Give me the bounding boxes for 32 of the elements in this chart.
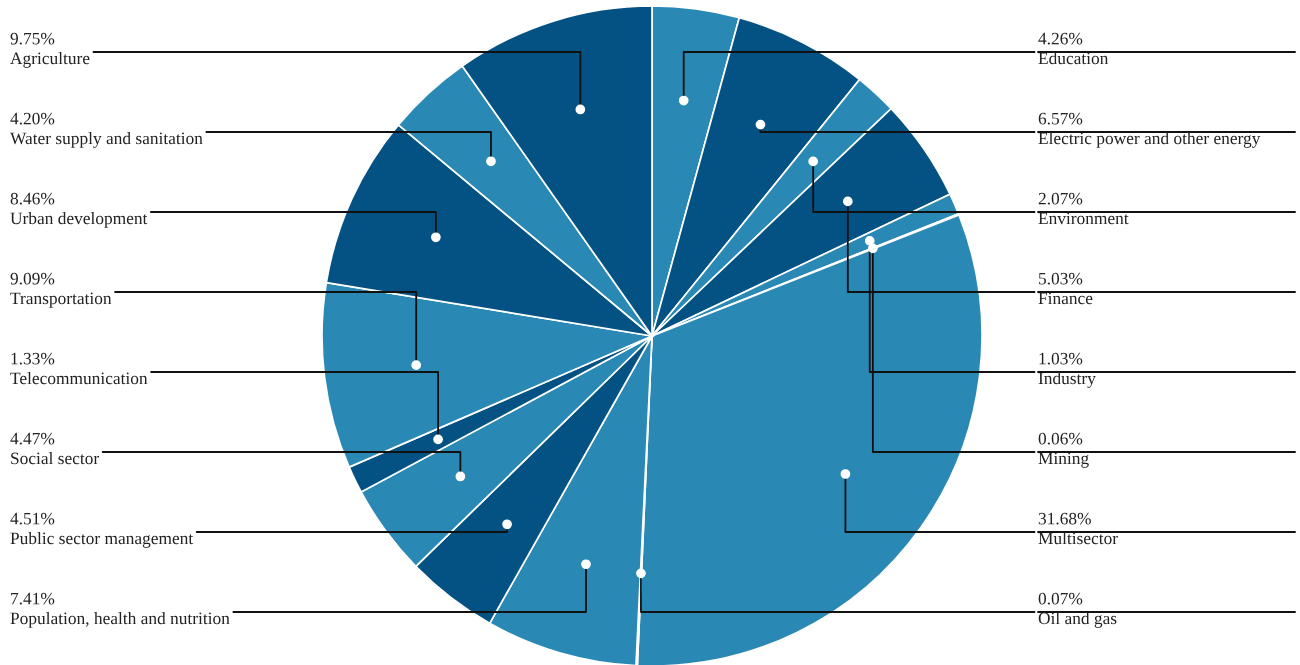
data-label: 9.09% [10, 272, 55, 285]
slice-label: Public sector management [10, 532, 194, 548]
data-label: 1.33% [11, 352, 55, 365]
data-label: 4.47% [10, 432, 55, 445]
slice-label: Industry [1038, 372, 1096, 388]
data-label: 0.07% [1038, 592, 1083, 605]
data-label: 4.26% [1038, 32, 1083, 45]
slice-label: Agriculture [10, 52, 90, 68]
slice-label: Transportation [10, 292, 112, 308]
slice-label: Social sector [11, 452, 100, 465]
data-label: 7.41% [11, 592, 55, 605]
data-label: 4.51% [10, 512, 55, 525]
data-label: 8.46% [10, 192, 55, 205]
slice-label: Telecommunication [10, 372, 148, 385]
slice-label: Multisector [1038, 532, 1118, 545]
data-label: 2.07% [1038, 192, 1083, 205]
slice-label: Mining [1038, 452, 1089, 468]
slice-label: Environment [1038, 212, 1129, 225]
data-label: 4.20% [10, 112, 55, 125]
data-label: 31.68% [1038, 512, 1091, 525]
slice-label: Urban development [10, 212, 148, 228]
data-label: 9.75% [10, 32, 55, 45]
slice-label: Population, health and nutrition [10, 612, 230, 628]
data-label: 5.03% [1039, 272, 1083, 285]
slice-label: Finance [1038, 292, 1093, 305]
slice-label: Electric power and other energy [1038, 132, 1261, 148]
data-label: 6.57% [1038, 112, 1083, 125]
data-label: 0.06% [1038, 432, 1083, 445]
data-label: 1.03% [1039, 352, 1083, 365]
slice-label: Oil and gas [1038, 612, 1117, 628]
slice-label: Water supply and sanitation [10, 132, 203, 148]
slice-label: Education [1038, 52, 1109, 65]
